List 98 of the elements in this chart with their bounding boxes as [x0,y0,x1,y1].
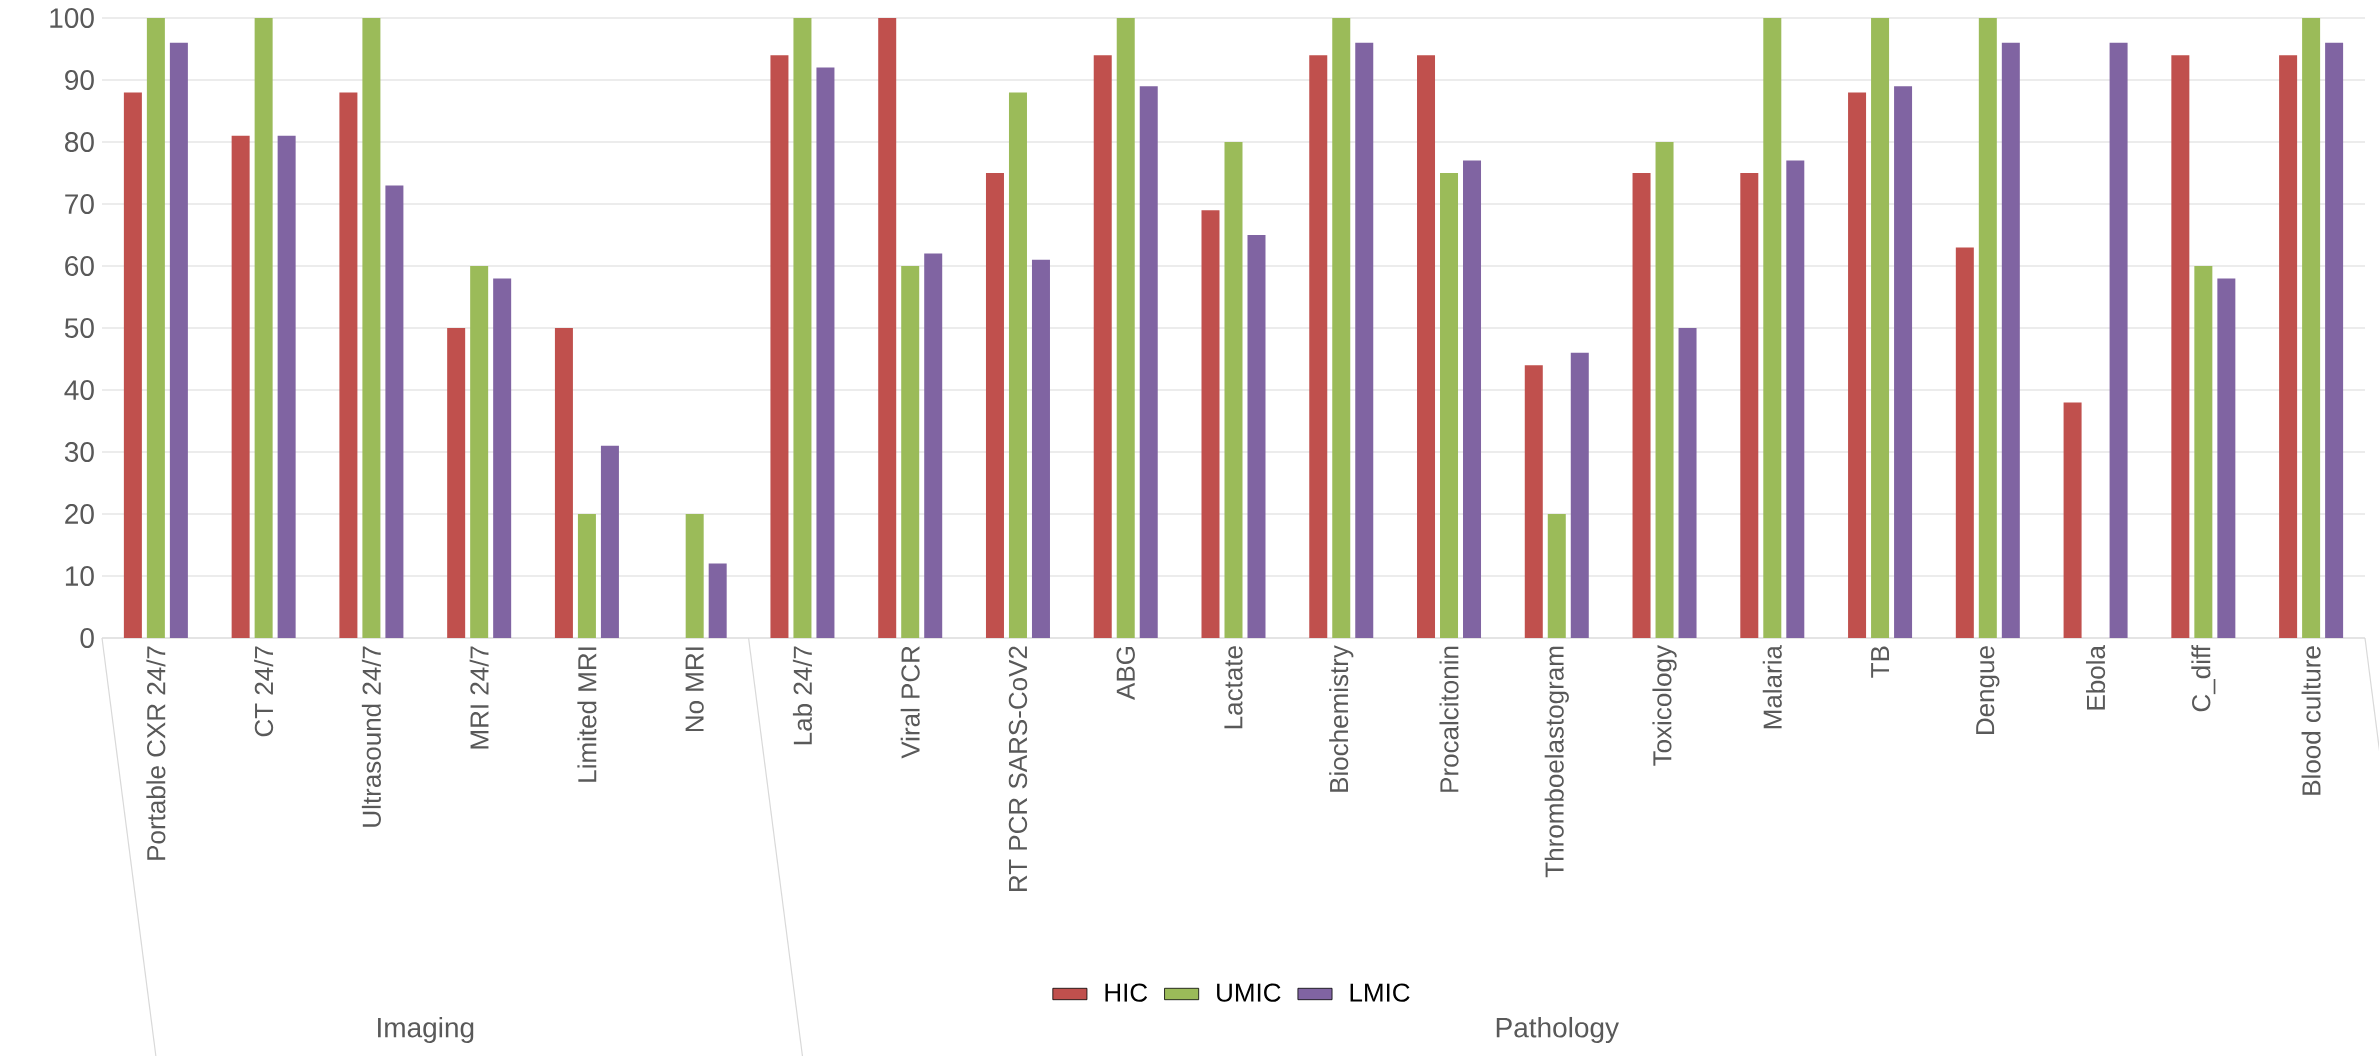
bar [470,266,489,639]
bar [1763,18,1782,639]
x-tick-label: Procalcitonin [1439,646,1459,792]
x-tick-label: Dengue [1976,646,2000,735]
bar [2194,266,2213,639]
bar [493,278,512,639]
bar [793,18,812,639]
legend-label: UMIC [1217,983,1281,1002]
x-tick-label: Portable CXR 24/7 [146,646,166,860]
bar [685,514,704,639]
x-tick-label: ABG [1116,647,1135,700]
bar [901,266,920,639]
bar [2171,55,2190,639]
bar [708,563,727,639]
bar [231,135,250,639]
x-tick-label: Ultrasound 24/7 [361,646,381,827]
bar [2109,42,2128,639]
x-tick-label: RT PCR SARS-CoV2 [1008,646,1028,891]
x-tick-label: No MRI [685,647,704,732]
bar [816,67,835,639]
bar [985,173,1004,639]
x-tick-label: Thromboelastogram [1544,646,1569,878]
y-tick-label: 20 [65,504,94,524]
bar [169,42,188,639]
y-tick-label: 80 [65,132,94,152]
x-tick-label: Blood culture [2301,646,2321,795]
y-tick-label: 60 [65,256,94,276]
y-tick-label: 100 [50,8,94,28]
bar [362,18,381,639]
bar [1547,514,1566,639]
bar [2325,42,2344,639]
bar [1093,55,1112,639]
bar [1355,42,1374,639]
bar [1632,173,1651,639]
bar [385,185,404,639]
bar [2302,18,2321,639]
bar [2217,278,2236,639]
bar [1332,18,1351,639]
x-tick-label: Ebola [2086,645,2106,710]
x-tick-label: Lactate [1224,646,1243,729]
bar [1463,160,1482,639]
bar [554,328,573,639]
bar [924,253,943,639]
bar [1309,55,1328,639]
bar [1740,173,1759,639]
x-tick-label: Biochemistry [1329,645,1354,792]
bar [600,445,619,639]
y-tick-label: 70 [65,194,94,214]
x-tick-label: MRI 24/7 [469,646,489,749]
bar [1116,18,1135,639]
legend-label: LMIC [1350,983,1410,1002]
x-tick-label: C_diff [2191,645,2216,712]
bar [1786,160,1805,639]
y-tick-label: 10 [65,566,94,586]
bar [1848,92,1867,639]
x-tick-label: Viral PCR [900,646,920,759]
bar [2063,402,2082,639]
bar [1978,18,1997,639]
y-tick-label: 50 [64,318,94,338]
bar [123,92,142,639]
bar [447,328,466,639]
x-tick-label: Malaria [1762,645,1782,729]
text: Imaging [378,1016,474,1044]
bar [1440,173,1459,639]
y-tick-label: 40 [64,380,94,400]
bar [1417,55,1436,639]
bar [1008,92,1027,639]
x-tick-label: Toxicology [1652,645,1677,766]
bar [577,514,596,639]
bar [2001,42,2020,639]
bar [1678,328,1697,639]
bar [254,18,273,639]
bar [770,55,789,639]
x-tick-label: Lab 24/7 [792,646,812,745]
bar [1031,259,1050,639]
y-tick-label: 30 [64,442,94,462]
bar [1224,142,1243,639]
bar [146,18,165,639]
text: Pathology [1496,1016,1619,1044]
bar [1871,18,1890,639]
legend-label: HIC [1105,983,1148,1002]
bar [1247,235,1266,639]
y-tick-label: 0 [80,628,94,648]
x-tick-label: TB [1871,646,1890,678]
bar [1524,365,1543,639]
bar [1894,86,1913,639]
bar [1955,247,1974,639]
bar [277,135,296,639]
bar [1201,210,1220,639]
bar [1570,352,1589,639]
x-tick-label: Limited MRI [577,647,597,782]
x-tick-label: CT 24/7 [254,646,274,737]
y-tick-label: 90 [65,70,94,90]
bar [339,92,358,639]
bar [2279,55,2298,639]
bar [1139,86,1158,639]
bar [878,18,897,639]
bar [1655,142,1674,639]
